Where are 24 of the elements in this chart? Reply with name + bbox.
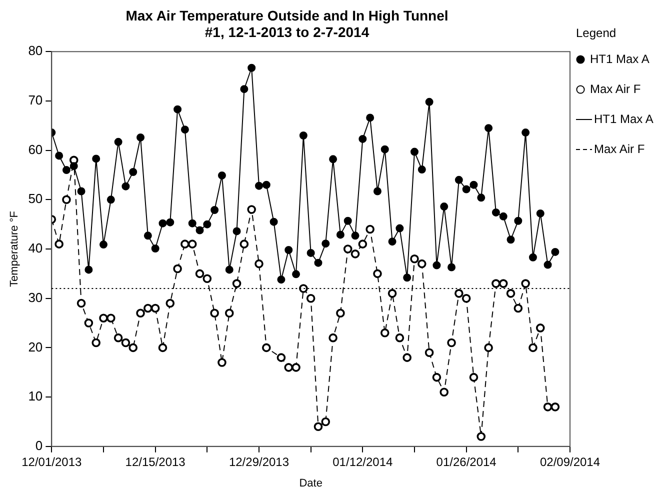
y-axis-title: Temperature °F <box>8 210 21 287</box>
text: HT1 Max A <box>594 112 654 126</box>
legend-title: Legend <box>576 26 618 40</box>
x-tick-label: 12/15/2013 <box>125 454 186 469</box>
y-tick-label: 10 <box>28 388 43 404</box>
legend-label: Max Air F <box>594 142 645 156</box>
y-tick-label: 30 <box>28 290 43 305</box>
x-tick-label: 12/01/2013 <box>22 454 82 469</box>
y-tick-label: 0 <box>35 438 43 453</box>
chart-subtitle: #1, 12-1-2013 to 2-7-2014 <box>204 24 370 40</box>
text: Max Air F <box>590 82 641 96</box>
x-tick-label: 02/09/2014 <box>540 454 600 469</box>
x-tick-label: 01/26/2014 <box>436 454 497 469</box>
y-tick-label: 50 <box>28 191 43 206</box>
chart-title: Max Air Temperature Outside and In High Tunnel <box>126 7 448 24</box>
y-tick-label: 60 <box>28 142 43 157</box>
y-tick-label: 20 <box>28 339 43 354</box>
legend-label: HT1 Max A <box>590 52 650 66</box>
y-tick-label: 80 <box>28 43 43 58</box>
x-tick-label: 12/29/2013 <box>228 454 290 469</box>
y-tick-label: 70 <box>28 92 43 108</box>
x-tick-label: 01/12/2014 <box>332 454 394 469</box>
x-axis-title: Date <box>299 477 322 490</box>
y-tick-label: 40 <box>28 240 43 256</box>
